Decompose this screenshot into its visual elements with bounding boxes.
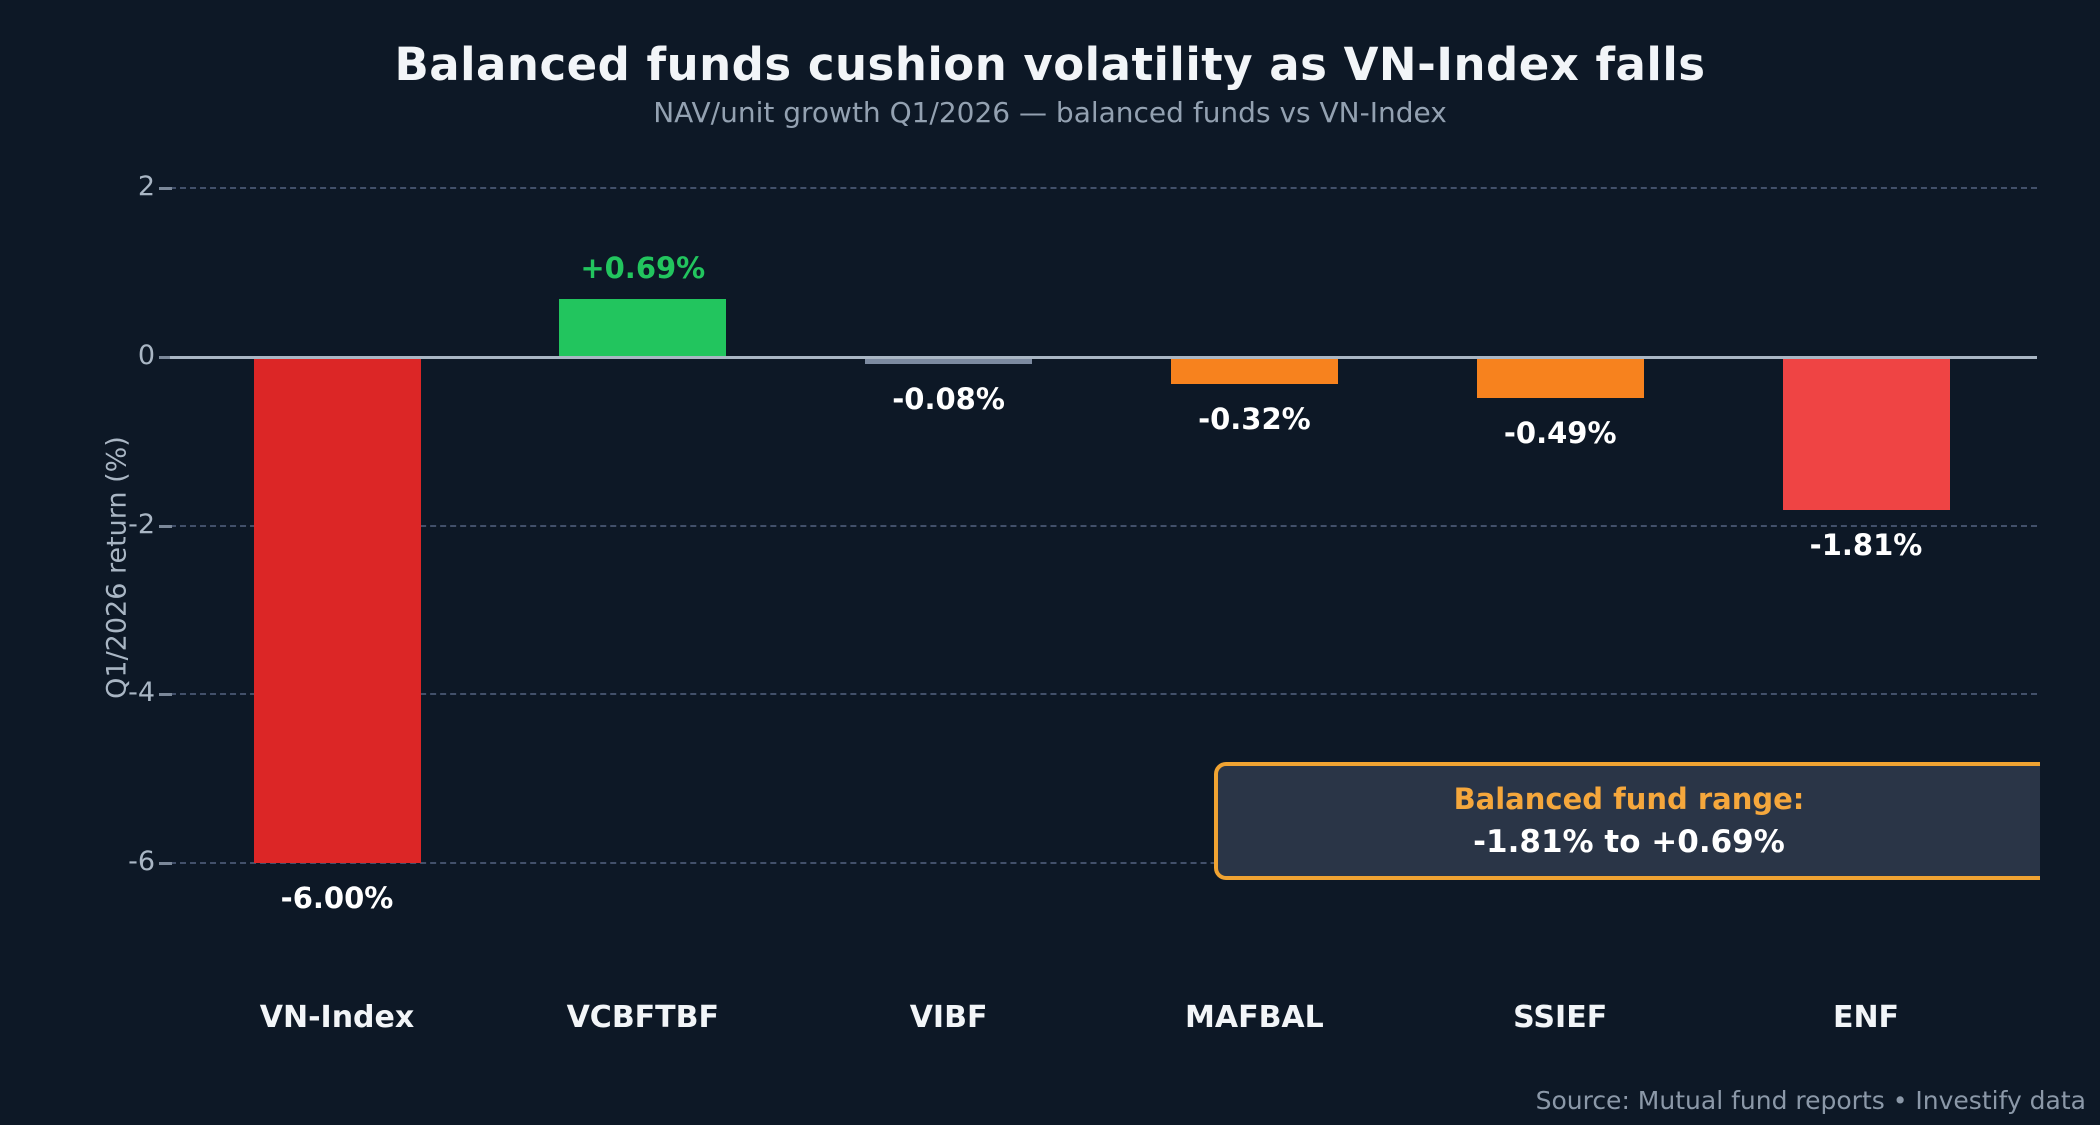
source-credit: Source: Mutual fund reports • Investify … [1535, 1086, 2086, 1115]
category-label-enf: ENF [1832, 1000, 1900, 1035]
y-tick-mark [159, 356, 172, 359]
category-label-mafbal: MAFBAL [1185, 1000, 1324, 1035]
bar-vibf [865, 357, 1033, 364]
category-label-vcbftbf: VCBFTBF [566, 1000, 719, 1035]
value-label-vcbftbf: +0.69% [580, 250, 706, 285]
value-label-mafbal: -0.32% [1198, 401, 1311, 436]
y-tick-mark [159, 861, 172, 865]
y-tick-label: -2 [128, 508, 155, 540]
bar-enf [1782, 357, 1950, 510]
value-label-vibf: -0.08% [892, 381, 1005, 416]
value-label-enf: -1.81% [1809, 527, 1923, 562]
y-gridline [170, 693, 2037, 696]
bar-vcbftbf [559, 298, 727, 357]
chart-title: Balanced funds cushion volatility as VN-… [394, 38, 1706, 91]
value-label-vn-index: -6.00% [280, 880, 394, 915]
annotation-box: Balanced fund range: -1.81% to +0.69% [1214, 762, 2040, 880]
category-label-ssief: SSIEF [1513, 1000, 1608, 1035]
bar-ssief [1476, 357, 1644, 399]
y-gridline [170, 524, 2037, 527]
annotation-range-value: -1.81% to +0.69% [1473, 824, 1785, 860]
y-tick-mark [159, 524, 172, 528]
y-tick-mark [159, 187, 172, 191]
bar-vn-index [253, 357, 421, 863]
chart-subtitle: NAV/unit growth Q1/2026 — balanced funds… [653, 96, 1447, 129]
y-gridline [170, 187, 2037, 190]
y-tick-label: 2 [137, 171, 155, 203]
value-label-ssief: -0.49% [1503, 416, 1617, 451]
y-gridline [170, 861, 2037, 864]
category-label-vibf: VIBF [909, 1000, 988, 1035]
annotation-heading: Balanced fund range: [1453, 782, 1805, 816]
y-tick-label: -6 [128, 845, 155, 877]
category-label-vn-index: VN-Index [259, 1000, 415, 1035]
y-tick-label: 0 [137, 340, 155, 371]
y-tick-label: -4 [128, 677, 155, 709]
y-axis-label: Q1/2026 return (%) [101, 436, 133, 699]
bar-mafbal [1170, 357, 1338, 384]
zero-axis-line [170, 356, 2037, 359]
y-tick-mark [159, 693, 172, 697]
